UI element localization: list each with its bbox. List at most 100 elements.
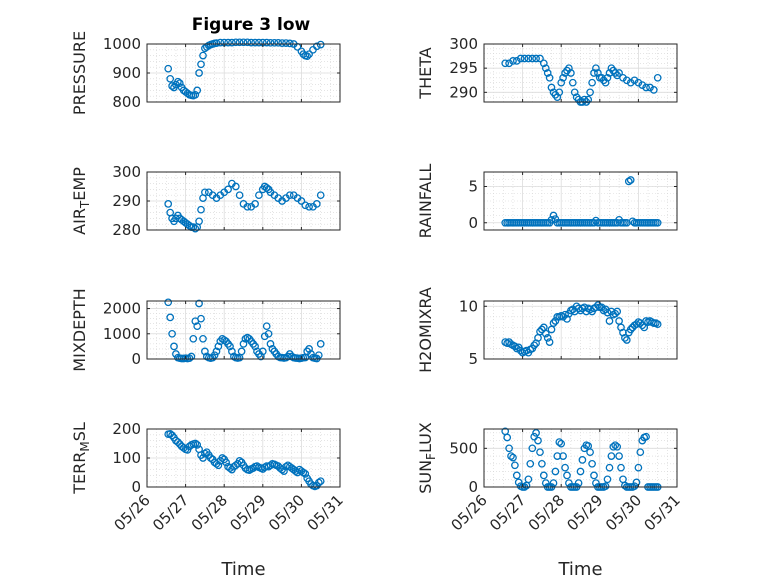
data-point (191, 224, 200, 233)
data-point (509, 57, 517, 65)
data-point (603, 73, 612, 82)
data-point (299, 468, 308, 477)
y-tick-label: 300 (112, 163, 141, 181)
data-point (653, 218, 662, 227)
data-point (561, 310, 569, 319)
data-point (574, 479, 583, 487)
data-point (609, 442, 618, 451)
data-point (174, 77, 182, 86)
axes-background (484, 301, 677, 359)
data-point (590, 69, 598, 77)
data-point (231, 182, 240, 191)
data-point (185, 221, 194, 230)
data-point (559, 73, 567, 82)
subplot-1: 800 900 1000 PRESSURE (70, 31, 341, 115)
data-point (262, 322, 271, 331)
data-point (653, 73, 662, 82)
data-point (653, 320, 662, 329)
data-point (214, 342, 223, 351)
data-point (316, 191, 325, 200)
data-point (231, 461, 240, 470)
data-point (258, 347, 267, 356)
data-point (511, 342, 519, 351)
data-point (528, 444, 537, 453)
data-point (617, 463, 625, 472)
data-point (621, 334, 629, 342)
data-point (297, 197, 306, 205)
data-point (305, 345, 313, 353)
data-point (512, 57, 521, 65)
data-point (586, 88, 594, 97)
data-point (501, 59, 510, 68)
data-point (530, 432, 539, 441)
data-point (638, 321, 647, 330)
data-point (557, 439, 566, 448)
data-point (538, 325, 546, 334)
data-point (634, 78, 643, 87)
y-tick-label: 2000 (103, 300, 141, 318)
data-point (199, 51, 207, 60)
data-point (541, 329, 550, 338)
data-point (615, 452, 623, 460)
data-point (615, 69, 623, 77)
data-point (185, 354, 194, 363)
data-point (280, 467, 288, 475)
data-point (549, 479, 558, 487)
data-point (636, 448, 645, 457)
data-point (638, 81, 647, 89)
data-point (601, 78, 610, 87)
y-tick-label: 5 (468, 350, 478, 368)
data-point (185, 442, 194, 451)
axes-frame (146, 300, 341, 360)
y-tick-label: 5 (468, 178, 478, 196)
data-point (570, 88, 579, 97)
data-point (164, 64, 173, 73)
data-point (613, 442, 622, 451)
data-point (611, 441, 620, 450)
data-point (187, 352, 196, 361)
data-point (170, 342, 178, 351)
data-point (541, 64, 550, 73)
data-point (503, 433, 512, 442)
data-point (626, 325, 635, 334)
data-point (611, 309, 620, 318)
data-point (555, 88, 564, 97)
data-point (174, 438, 182, 446)
data-point (539, 471, 548, 480)
data-point (551, 317, 560, 325)
data-point (224, 185, 232, 194)
data-point (622, 336, 631, 344)
y-tick-label: 290 (449, 83, 478, 101)
data-point (214, 461, 223, 470)
data-point (164, 200, 173, 208)
data-point (603, 475, 612, 484)
data-point (557, 78, 566, 87)
data-point (543, 69, 552, 77)
data-point (235, 191, 244, 200)
data-point (316, 477, 325, 486)
data-point (642, 83, 650, 92)
data-point (228, 38, 236, 47)
y-tick-label: 0 (468, 478, 478, 496)
data-point (590, 471, 598, 480)
data-point (586, 448, 594, 457)
data-point (547, 83, 556, 92)
data-point (301, 201, 310, 210)
data-point (634, 463, 643, 472)
y-tick-label: 200 (112, 420, 141, 438)
data-point (559, 312, 567, 321)
data-point (601, 482, 610, 491)
data-point (278, 39, 286, 47)
data-point (210, 351, 219, 360)
data-point (172, 350, 180, 358)
data-point (543, 334, 552, 342)
data-point (626, 176, 635, 184)
data-point (191, 439, 200, 448)
data-point (166, 74, 175, 83)
data-point (314, 478, 323, 487)
x-axis-label: Time (220, 559, 265, 580)
data-point (193, 322, 202, 331)
data-point (567, 69, 575, 77)
data-point (516, 54, 525, 63)
data-point (630, 76, 639, 85)
